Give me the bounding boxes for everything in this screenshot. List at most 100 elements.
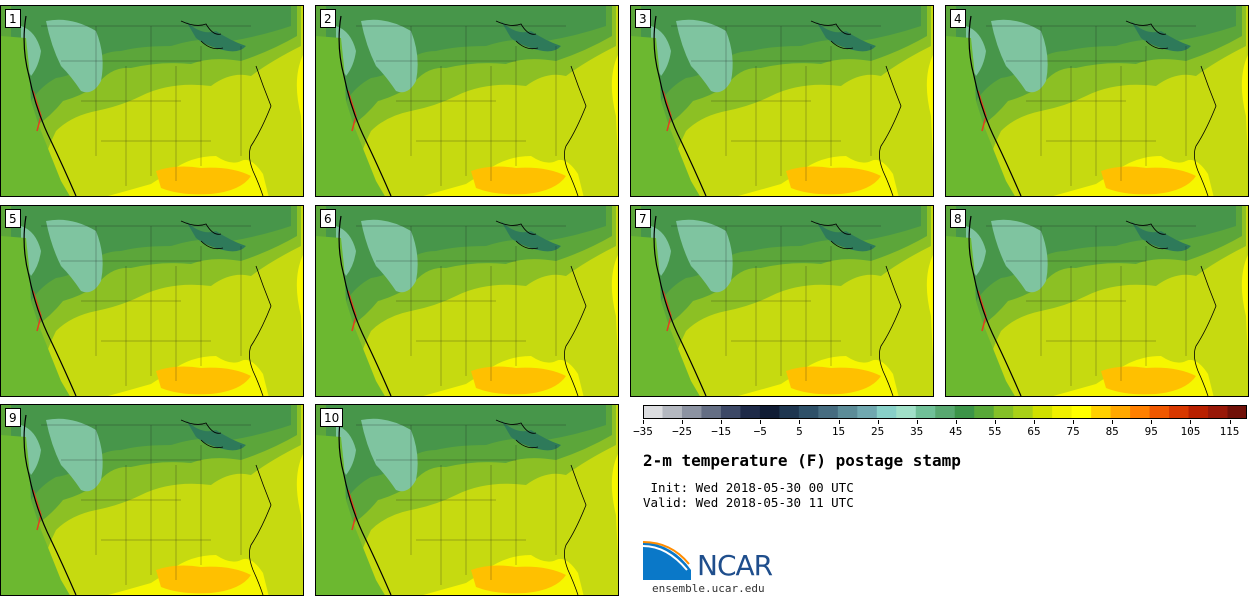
colorbar-segment: [1052, 405, 1073, 419]
colorbar-segment: [1110, 405, 1131, 419]
colorbar-tick: [760, 420, 762, 424]
colorbar-segment: [740, 405, 761, 419]
colorbar-tick: [1073, 420, 1075, 424]
member-label: 4: [950, 9, 966, 28]
conus-temperature-map: [946, 206, 1248, 396]
colorbar-segment: [1013, 405, 1034, 419]
colorbar-segment: [798, 405, 819, 419]
colorbar-segment: [818, 405, 839, 419]
colorbar-segment: [681, 405, 702, 419]
colorbar-tick: [1190, 420, 1192, 424]
colorbar-tick: [916, 420, 918, 424]
conus-temperature-map: [946, 6, 1248, 196]
colorbar-segment: [1227, 405, 1247, 419]
colorbar-tick: [682, 420, 684, 424]
colorbar-tick-label: 65: [1027, 425, 1041, 438]
map-panel-5: 5: [0, 205, 304, 397]
colorbar-tick-label: 55: [988, 425, 1002, 438]
colorbar-segment: [1071, 405, 1092, 419]
conus-temperature-map: [631, 6, 933, 196]
colorbar-segment: [643, 405, 663, 419]
colorbar-segment: [701, 405, 722, 419]
colorbar-tick-label: 25: [870, 425, 885, 438]
conus-temperature-map: [631, 206, 933, 396]
conus-temperature-map: [316, 405, 618, 595]
conus-temperature-map: [1, 405, 303, 595]
map-panel-8: 8: [945, 205, 1249, 397]
ncar-logo: [642, 540, 793, 582]
colorbar-segment: [1149, 405, 1170, 419]
colorbar-tick: [643, 420, 644, 424]
temperature-colorbar: [643, 405, 1247, 419]
colorbar-tick: [838, 420, 840, 424]
colorbar-segment: [759, 405, 780, 419]
init-time: Init: Wed 2018-05-30 00 UTC: [643, 480, 854, 495]
map-panel-2: 2: [315, 5, 619, 197]
colorbar-segment: [1188, 405, 1209, 419]
map-title: 2-m temperature (F) postage stamp: [643, 451, 961, 470]
map-panel-9: 9: [0, 404, 304, 596]
colorbar-segment: [935, 405, 956, 419]
ncar-logo-text: NCAR: [697, 549, 773, 582]
conus-temperature-map: [1, 6, 303, 196]
member-label: 1: [5, 9, 21, 28]
colorbar-tick-label: −25: [672, 425, 693, 438]
member-label: 5: [5, 209, 21, 228]
colorbar-tick-label: 15: [831, 425, 846, 438]
colorbar-tick-label: 105: [1180, 425, 1201, 438]
colorbar-tick-label: 115: [1219, 425, 1240, 438]
colorbar-segment: [662, 405, 683, 419]
colorbar-tick-label: 5: [796, 425, 803, 438]
colorbar-tick: [1034, 420, 1035, 424]
member-label: 7: [635, 209, 651, 228]
colorbar-tick-label: 85: [1105, 425, 1119, 438]
colorbar-tick-label: 45: [949, 425, 963, 438]
colorbar-tick: [994, 420, 996, 424]
colorbar-segment: [1091, 405, 1112, 419]
valid-time: Valid: Wed 2018-05-30 11 UTC: [643, 495, 854, 510]
colorbar-segment: [720, 405, 741, 419]
map-panel-7: 7: [630, 205, 934, 397]
colorbar-tick-label: 75: [1066, 425, 1080, 438]
colorbar-segment: [896, 405, 917, 419]
colorbar-segment: [1169, 405, 1190, 419]
ensemble-website: ensemble.ucar.edu: [652, 582, 765, 595]
colorbar-tick: [799, 420, 801, 424]
colorbar-segment: [1208, 405, 1229, 419]
colorbar-tick: [1229, 420, 1231, 424]
conus-temperature-map: [1, 206, 303, 396]
member-label: 3: [635, 9, 651, 28]
colorbar-tick-label: −15: [711, 425, 732, 438]
map-panel-4: 4: [945, 5, 1249, 197]
colorbar-segment: [915, 405, 936, 419]
colorbar-segment: [837, 405, 858, 419]
colorbar-segment: [1130, 405, 1151, 419]
colorbar-segment: [857, 405, 878, 419]
conus-temperature-map: [316, 206, 618, 396]
colorbar-tick-label: −5: [753, 425, 767, 438]
member-label: 10: [320, 408, 344, 427]
colorbar-tick-labels: −35 −25 −15 −5 5 15 25 35 45 55 65 75 85 95 105 115: [628, 420, 1260, 442]
colorbar-tick: [955, 420, 957, 424]
colorbar-segment: [974, 405, 995, 419]
colorbar-segment: [1032, 405, 1053, 419]
map-panel-3: 3: [630, 5, 934, 197]
member-label: 8: [950, 209, 966, 228]
colorbar-tick: [1151, 420, 1153, 424]
map-panel-1: 1: [0, 5, 304, 197]
colorbar-segment: [779, 405, 800, 419]
colorbar-tick: [1112, 420, 1114, 424]
colorbar-segment: [954, 405, 975, 419]
colorbar-tick: [877, 420, 879, 424]
map-panel-6: 6: [315, 205, 619, 397]
colorbar-tick-label: 35: [910, 425, 924, 438]
map-panel-10: 10: [315, 404, 619, 596]
colorbar-segment: [876, 405, 897, 419]
colorbar-tick-label: 95: [1144, 425, 1158, 438]
colorbar-tick: [721, 420, 723, 424]
colorbar-tick-label: −35: [633, 425, 653, 438]
colorbar-segment: [993, 405, 1014, 419]
member-label: 2: [320, 9, 336, 28]
member-label: 9: [5, 408, 21, 427]
member-label: 6: [320, 209, 336, 228]
